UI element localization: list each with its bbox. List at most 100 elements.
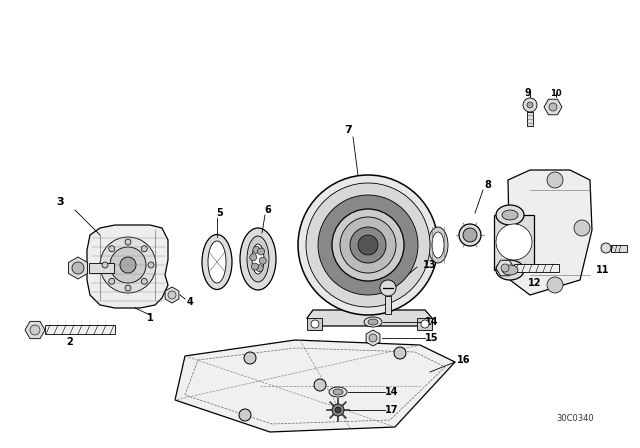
Circle shape — [340, 217, 396, 273]
Circle shape — [547, 172, 563, 188]
Ellipse shape — [240, 228, 276, 290]
Ellipse shape — [463, 228, 477, 242]
Text: 14: 14 — [425, 317, 439, 327]
Polygon shape — [496, 260, 514, 276]
Ellipse shape — [333, 389, 343, 395]
Polygon shape — [417, 318, 432, 330]
Circle shape — [252, 263, 259, 270]
Text: 11: 11 — [596, 265, 610, 275]
Circle shape — [141, 278, 147, 284]
Circle shape — [501, 264, 509, 272]
Polygon shape — [508, 170, 592, 295]
Circle shape — [332, 404, 344, 416]
Polygon shape — [87, 225, 168, 308]
Ellipse shape — [459, 224, 481, 246]
Circle shape — [120, 257, 136, 273]
Polygon shape — [307, 318, 322, 330]
Circle shape — [311, 320, 319, 328]
Text: 1: 1 — [147, 313, 154, 323]
Circle shape — [394, 347, 406, 359]
Circle shape — [250, 254, 257, 261]
Circle shape — [527, 102, 533, 108]
Text: 9: 9 — [525, 88, 531, 98]
Ellipse shape — [364, 317, 382, 327]
Circle shape — [253, 246, 260, 253]
Polygon shape — [175, 340, 455, 432]
Circle shape — [358, 235, 378, 255]
Polygon shape — [25, 321, 45, 339]
Ellipse shape — [502, 210, 518, 220]
Bar — [45, 325, 115, 334]
Text: 8: 8 — [484, 180, 492, 190]
Polygon shape — [307, 310, 432, 326]
Bar — [89, 263, 114, 273]
Circle shape — [350, 227, 386, 263]
Text: 3: 3 — [56, 197, 64, 207]
Ellipse shape — [496, 205, 524, 225]
Text: 4: 4 — [187, 297, 193, 307]
Bar — [494, 215, 534, 270]
Circle shape — [380, 280, 396, 296]
Polygon shape — [366, 330, 380, 346]
Circle shape — [421, 320, 429, 328]
Bar — [611, 245, 627, 252]
Circle shape — [72, 262, 84, 274]
Circle shape — [109, 278, 115, 284]
Ellipse shape — [432, 232, 444, 258]
Circle shape — [110, 247, 146, 283]
Text: 16: 16 — [457, 355, 471, 365]
Circle shape — [547, 277, 563, 293]
Ellipse shape — [329, 387, 347, 397]
Circle shape — [298, 175, 438, 315]
Ellipse shape — [428, 227, 448, 263]
Text: 13: 13 — [423, 260, 436, 270]
Circle shape — [259, 257, 266, 264]
Circle shape — [314, 379, 326, 391]
Circle shape — [549, 103, 557, 111]
Ellipse shape — [247, 236, 269, 282]
Text: 12: 12 — [528, 278, 541, 288]
Text: 6: 6 — [264, 205, 271, 215]
Text: 15: 15 — [425, 333, 439, 343]
Text: 30C0340: 30C0340 — [556, 414, 594, 422]
Circle shape — [102, 262, 108, 268]
Circle shape — [257, 248, 264, 255]
Circle shape — [244, 352, 256, 364]
Ellipse shape — [202, 234, 232, 289]
Circle shape — [125, 239, 131, 245]
Text: 14: 14 — [385, 387, 399, 397]
Text: 5: 5 — [216, 208, 223, 218]
Polygon shape — [68, 257, 88, 279]
Circle shape — [523, 98, 537, 112]
Circle shape — [109, 246, 115, 252]
Polygon shape — [544, 99, 562, 115]
Text: 2: 2 — [67, 337, 74, 347]
Circle shape — [256, 265, 263, 271]
Ellipse shape — [252, 244, 264, 274]
Circle shape — [318, 195, 418, 295]
Circle shape — [30, 325, 40, 335]
Circle shape — [239, 409, 251, 421]
Circle shape — [601, 243, 611, 253]
Text: 10: 10 — [550, 89, 562, 98]
Circle shape — [148, 262, 154, 268]
Circle shape — [369, 334, 377, 342]
Ellipse shape — [496, 260, 524, 280]
Circle shape — [168, 291, 176, 299]
Bar — [514, 264, 559, 272]
Bar — [527, 112, 533, 126]
Circle shape — [100, 237, 156, 293]
Circle shape — [496, 224, 532, 260]
Circle shape — [125, 285, 131, 291]
Bar — [385, 296, 391, 314]
Circle shape — [141, 246, 147, 252]
Circle shape — [574, 220, 590, 236]
Circle shape — [332, 209, 404, 281]
Circle shape — [306, 183, 430, 307]
Polygon shape — [165, 287, 179, 303]
Ellipse shape — [368, 319, 378, 325]
Ellipse shape — [208, 241, 226, 283]
Text: 7: 7 — [344, 125, 352, 135]
Text: 17: 17 — [385, 405, 399, 415]
Ellipse shape — [502, 265, 518, 275]
